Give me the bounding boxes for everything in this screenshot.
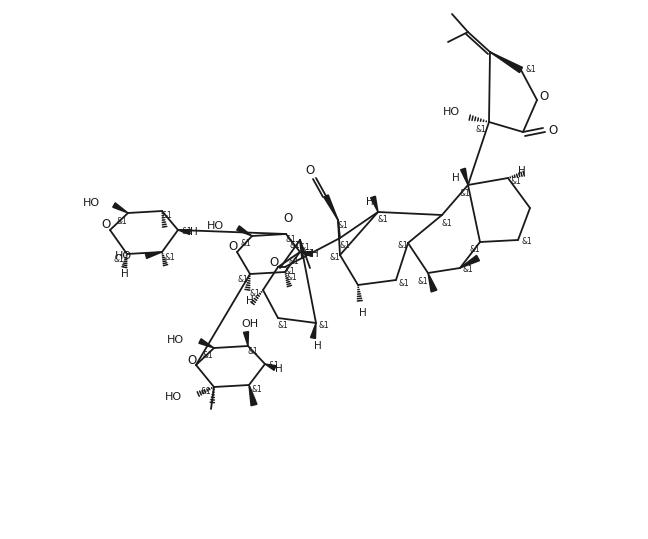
- Text: HO: HO: [207, 221, 224, 231]
- Text: &1: &1: [319, 321, 329, 330]
- Text: &1: &1: [251, 385, 262, 395]
- Text: &1: &1: [248, 347, 259, 356]
- Text: &1: &1: [117, 217, 128, 225]
- Text: &1: &1: [526, 66, 537, 74]
- Text: &1: &1: [442, 218, 452, 227]
- Text: &1: &1: [240, 239, 251, 248]
- Text: &1: &1: [161, 211, 172, 220]
- Polygon shape: [371, 196, 378, 212]
- Text: H: H: [314, 341, 322, 351]
- Polygon shape: [324, 195, 338, 220]
- Polygon shape: [300, 252, 312, 257]
- Text: HO: HO: [115, 251, 132, 261]
- Polygon shape: [490, 52, 522, 73]
- Text: &1: &1: [304, 250, 314, 259]
- Text: HO: HO: [443, 107, 459, 117]
- Polygon shape: [145, 252, 162, 258]
- Text: &1: &1: [286, 234, 296, 244]
- Text: &1: &1: [459, 189, 470, 197]
- Text: H: H: [366, 197, 374, 207]
- Polygon shape: [249, 385, 257, 406]
- Text: &1: &1: [299, 244, 310, 252]
- Text: &1: &1: [338, 220, 349, 230]
- Text: O: O: [548, 123, 558, 136]
- Text: HO: HO: [165, 392, 182, 402]
- Text: H: H: [311, 249, 319, 259]
- Text: &1: &1: [284, 267, 295, 277]
- Text: O: O: [228, 240, 238, 253]
- Text: O: O: [187, 354, 196, 367]
- Polygon shape: [113, 203, 128, 213]
- Polygon shape: [460, 255, 480, 268]
- Text: O: O: [305, 163, 315, 176]
- Text: &1: &1: [286, 273, 297, 281]
- Text: &1: &1: [522, 238, 533, 246]
- Polygon shape: [265, 364, 276, 370]
- Polygon shape: [237, 226, 252, 236]
- Text: &1: &1: [203, 351, 213, 361]
- Text: &1: &1: [463, 266, 474, 274]
- Text: &1: &1: [290, 240, 301, 250]
- Text: &1: &1: [113, 254, 124, 264]
- Text: H: H: [359, 308, 367, 318]
- Text: H: H: [190, 227, 198, 237]
- Text: &1: &1: [269, 362, 279, 370]
- Text: &1: &1: [330, 253, 340, 262]
- Polygon shape: [244, 331, 248, 346]
- Polygon shape: [428, 273, 437, 292]
- Text: O: O: [101, 218, 111, 231]
- Text: HO: HO: [83, 198, 100, 208]
- Text: &1: &1: [340, 241, 351, 251]
- Text: &1: &1: [398, 240, 408, 250]
- Text: &1: &1: [511, 176, 522, 185]
- Polygon shape: [461, 168, 468, 185]
- Text: &1: &1: [165, 252, 176, 261]
- Text: H: H: [246, 296, 254, 306]
- Text: H: H: [452, 173, 460, 183]
- Text: &1: &1: [476, 126, 487, 135]
- Text: H: H: [121, 269, 129, 279]
- Text: &1: &1: [288, 257, 299, 266]
- Text: O: O: [539, 89, 549, 102]
- Text: &1: &1: [417, 277, 428, 286]
- Text: &1: &1: [238, 274, 248, 284]
- Text: H: H: [518, 166, 526, 176]
- Text: &1: &1: [378, 216, 388, 225]
- Text: &1: &1: [277, 321, 288, 330]
- Text: &1: &1: [201, 388, 211, 397]
- Text: &1: &1: [399, 279, 410, 287]
- Text: &1: &1: [470, 245, 480, 254]
- Polygon shape: [178, 230, 191, 234]
- Text: &1: &1: [181, 227, 192, 237]
- Text: H: H: [275, 364, 283, 374]
- Text: OH: OH: [242, 319, 259, 329]
- Polygon shape: [199, 339, 214, 348]
- Text: HO: HO: [167, 335, 184, 345]
- Text: O: O: [283, 211, 293, 225]
- Text: O: O: [270, 257, 279, 270]
- Text: &1: &1: [249, 288, 260, 298]
- Polygon shape: [310, 323, 316, 338]
